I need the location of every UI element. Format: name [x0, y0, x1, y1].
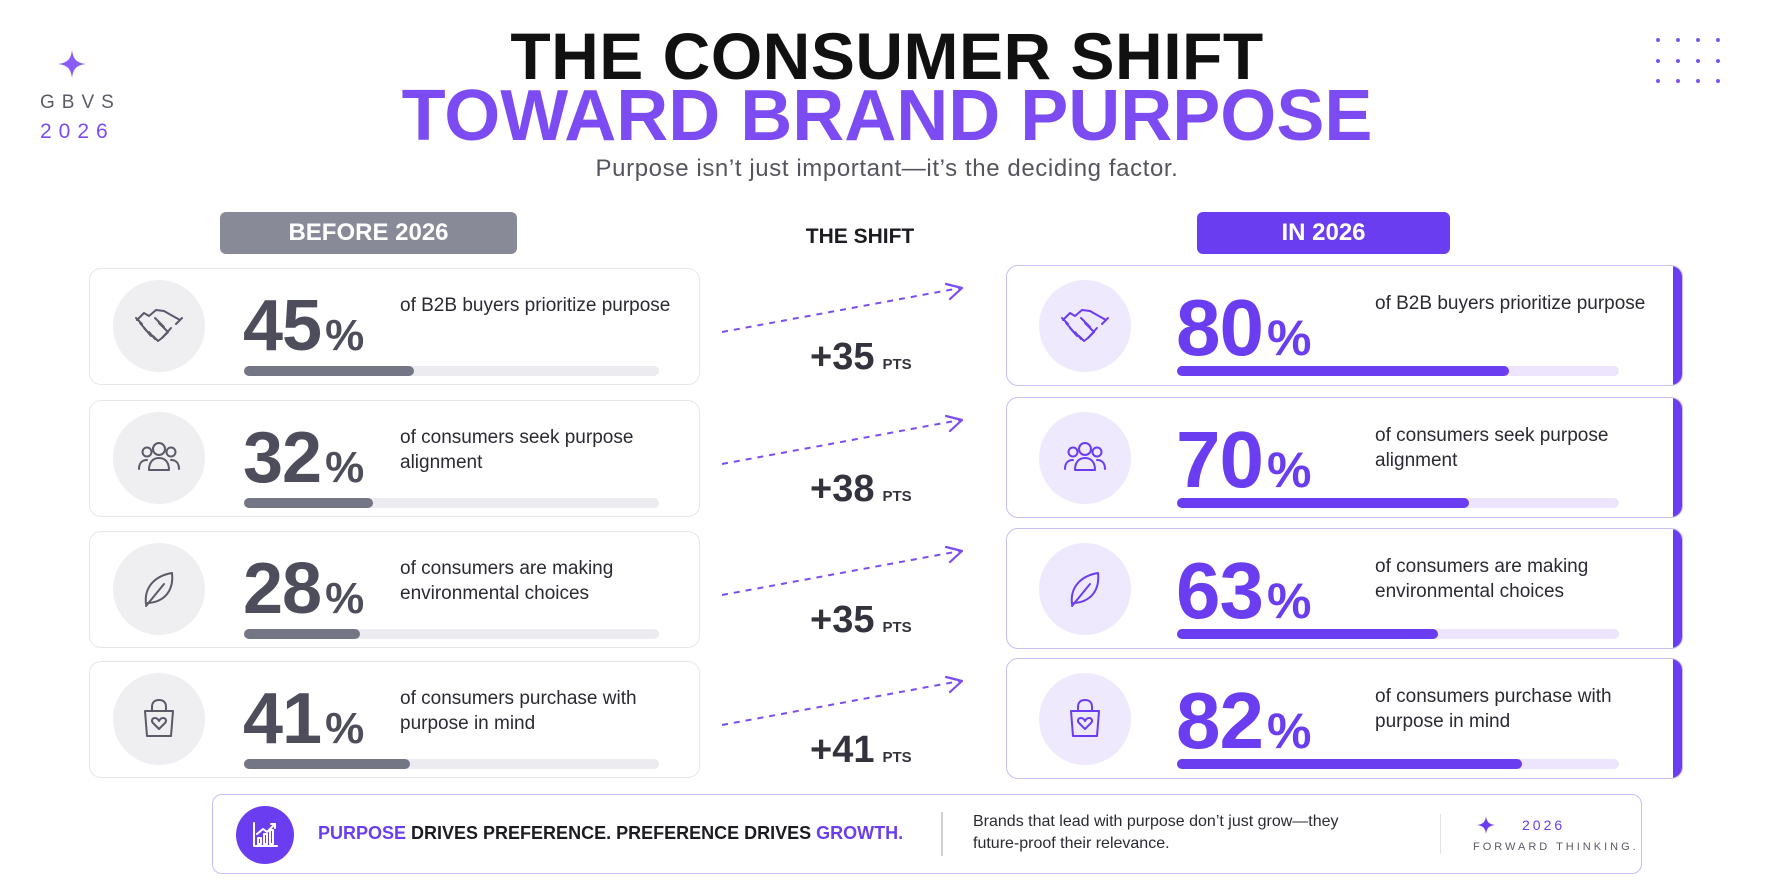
before-progress-track — [244, 759, 659, 769]
before-column-header: BEFORE 2026 — [220, 212, 517, 254]
shift-arrow-icon — [721, 414, 964, 465]
after-progress-fill — [1177, 366, 1509, 376]
shift-points: +35 — [810, 599, 875, 641]
after-column-header: IN 2026 — [1197, 212, 1450, 254]
before-percentage: 28% — [243, 553, 364, 625]
comparison-row: 28% of consumers are making environmental… — [0, 528, 1774, 651]
after-description: of consumers purchase with purpose in mi… — [1375, 686, 1612, 732]
handshake-icon — [113, 280, 205, 372]
before-progress-fill — [244, 759, 410, 769]
before-progress-fill — [244, 498, 373, 508]
before-progress-track — [244, 629, 659, 639]
before-progress-fill — [244, 366, 415, 376]
footer-divider — [1440, 814, 1441, 854]
decorative-dot-grid — [1656, 38, 1736, 90]
before-description: of B2B buyers prioritize purpose — [400, 295, 671, 316]
shift-unit: PTS — [882, 619, 912, 636]
before-percentage-value: 45 — [243, 286, 322, 366]
after-progress-fill — [1177, 759, 1522, 769]
people-icon — [1039, 412, 1131, 504]
after-percentage: 82% — [1176, 681, 1311, 761]
shift-arrow-icon — [721, 545, 964, 596]
growth-chart-icon — [236, 806, 294, 864]
before-description: of consumers seek purpose alignment — [400, 427, 634, 473]
percent-sign: % — [325, 704, 365, 753]
before-progress-track — [244, 366, 659, 376]
comparison-row: 45% of B2B buyers prioritize purpose +35 PT… — [0, 265, 1774, 388]
shift-value: +35 PTS — [810, 599, 950, 642]
before-percentage: 32% — [243, 422, 364, 494]
shift-value: +38 PTS — [810, 468, 950, 511]
shift-value: +41 PTS — [810, 729, 950, 772]
after-percentage: 70% — [1176, 420, 1311, 500]
shift-points: +35 — [810, 336, 875, 378]
shopping-bag-heart-icon — [1039, 673, 1131, 765]
leaf-icon — [113, 543, 205, 635]
shift-unit: PTS — [882, 356, 912, 373]
page-title-accent: TOWARD BRAND PURPOSE — [401, 76, 1373, 156]
shift-arrow-icon — [721, 282, 964, 333]
shift-unit: PTS — [882, 488, 912, 505]
shopping-bag-heart-icon — [113, 673, 205, 765]
after-percentage-value: 82 — [1176, 676, 1264, 765]
before-percentage: 45% — [243, 290, 364, 362]
sparkle-icon — [1477, 816, 1495, 834]
before-description: of consumers purchase with purpose in mi… — [400, 688, 637, 734]
footer-body-text: Brands that lead with purpose don’t just… — [973, 813, 1339, 852]
after-description: of B2B buyers prioritize purpose — [1375, 293, 1646, 314]
percent-sign: % — [1266, 442, 1312, 498]
brand-name: GBVS — [40, 92, 121, 113]
footer-tagline: FORWARD THINKING. — [1473, 841, 1639, 853]
shift-value: +35 PTS — [810, 336, 950, 379]
handshake-icon — [1039, 280, 1131, 372]
before-progress-fill — [244, 629, 361, 639]
shift-column-header: THE SHIFT — [805, 225, 915, 248]
people-icon — [113, 412, 205, 504]
page-title: THE CONSUMER SHIFT — [510, 19, 1264, 93]
after-progress-fill — [1177, 629, 1438, 639]
after-description: of consumers seek purpose alignment — [1375, 425, 1609, 471]
after-percentage-value: 80 — [1176, 283, 1264, 372]
after-progress-fill — [1177, 498, 1469, 508]
comparison-row: 41% of consumers purchase with purpose in… — [0, 658, 1774, 781]
before-progress-track — [244, 498, 659, 508]
footer-divider — [941, 812, 943, 856]
before-description: of consumers are making environmental ch… — [400, 558, 614, 604]
after-description: of consumers are making environmental ch… — [1375, 556, 1589, 602]
shift-points: +41 — [810, 729, 875, 771]
footer-headline: PURPOSE DRIVES PREFERENCE. PREFERENCE DR… — [318, 823, 903, 844]
footer-year: 2026 — [1522, 817, 1566, 833]
footer-headline-middle: DRIVES PREFERENCE. PREFERENCE DRIVES — [406, 823, 817, 843]
percent-sign: % — [1266, 573, 1312, 629]
percent-sign: % — [1266, 310, 1312, 366]
shift-arrow-icon — [721, 675, 964, 726]
sparkle-icon — [58, 50, 86, 78]
before-percentage-value: 28 — [243, 549, 322, 629]
shift-points: +38 — [810, 468, 875, 510]
footer-banner — [212, 794, 1642, 874]
brand-year: 2026 — [40, 120, 115, 143]
before-percentage: 41% — [243, 683, 364, 755]
percent-sign: % — [325, 443, 365, 492]
percent-sign: % — [325, 311, 365, 360]
percent-sign: % — [1266, 703, 1312, 759]
percent-sign: % — [325, 574, 365, 623]
before-percentage-value: 32 — [243, 418, 322, 498]
footer-headline-growth: GROWTH. — [816, 823, 904, 843]
leaf-icon — [1039, 543, 1131, 635]
after-percentage-value: 70 — [1176, 415, 1264, 504]
page-subtitle: Purpose isn’t just important—it’s the de… — [595, 155, 1179, 182]
footer-headline-purpose: PURPOSE — [318, 823, 407, 843]
shift-unit: PTS — [882, 749, 912, 766]
before-percentage-value: 41 — [243, 679, 322, 759]
after-percentage-value: 63 — [1176, 546, 1264, 635]
after-percentage: 63% — [1176, 551, 1311, 631]
after-percentage: 80% — [1176, 288, 1311, 368]
comparison-row: 32% of consumers seek purpose alignment +3… — [0, 397, 1774, 520]
